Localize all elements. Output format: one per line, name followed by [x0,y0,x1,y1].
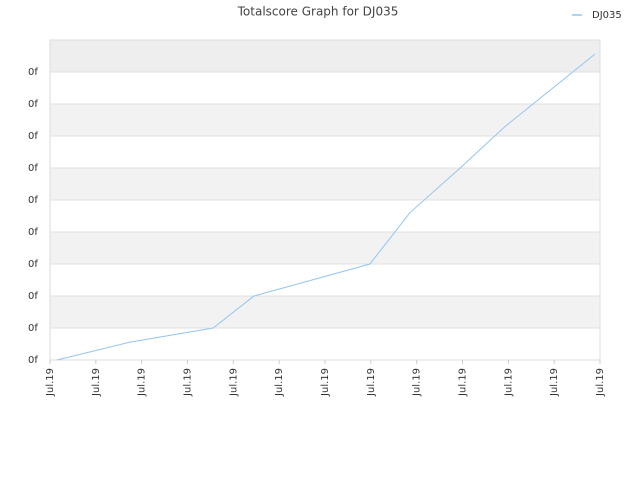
y-tick-label: 0f [28,291,38,302]
y-tick-label: 0f [28,99,38,110]
y-tick-label: 0f [28,227,38,238]
x-tick-label: Jul.19 [91,368,102,397]
band [50,168,600,200]
x-tick-label: Jul.19 [274,368,285,397]
x-tick-label: Jul.19 [549,368,560,397]
chart-title: Totalscore Graph for DJ035 [237,5,399,19]
x-tick-label: Jul.19 [458,368,469,397]
band [50,264,600,296]
x-tick-label: Jul.19 [366,368,377,397]
x-tick-label: Jul.19 [45,368,56,397]
x-tick-label: Jul.19 [595,368,606,397]
y-tick-label: 0f [28,259,38,270]
x-tick-label: Jul.19 [412,368,423,397]
y-tick-label: 0f [28,323,38,334]
x-tick-label: Jul.19 [183,368,194,397]
y-tick-label: 0f [28,355,38,366]
y-tick-label: 0f [28,163,38,174]
band [50,136,600,168]
line [56,53,596,361]
x-tick-label: Jul.19 [320,368,331,397]
legend-label: DJ035 [592,10,622,21]
y-tick-label: 0f [28,131,38,142]
band [50,328,600,360]
band [50,40,600,72]
band [50,296,600,328]
band [50,200,600,232]
band [50,104,600,136]
y-tick-label: 0f [28,195,38,206]
y-tick-label: 0f [28,67,38,78]
x-tick-label: Jul.19 [137,368,148,397]
band [50,72,600,104]
band [50,232,600,264]
x-tick-label: Jul.19 [228,368,239,397]
x-tick-label: Jul.19 [503,368,514,397]
